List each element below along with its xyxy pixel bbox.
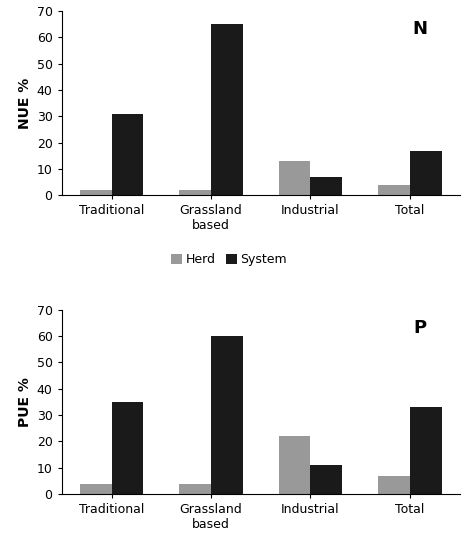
Text: P: P <box>413 319 427 337</box>
Bar <box>279 161 310 195</box>
Bar <box>378 475 410 494</box>
Bar <box>279 436 310 494</box>
Y-axis label: PUE %: PUE % <box>18 377 32 427</box>
Y-axis label: NUE %: NUE % <box>18 77 32 129</box>
Bar <box>211 336 243 494</box>
Bar <box>310 465 342 494</box>
Bar <box>310 177 342 195</box>
Bar <box>80 190 111 195</box>
Legend: Herd, System: Herd, System <box>171 253 287 266</box>
Bar <box>80 484 111 494</box>
Bar <box>111 114 143 195</box>
Bar <box>378 185 410 195</box>
Bar <box>111 402 143 494</box>
Bar <box>179 190 211 195</box>
Bar <box>211 24 243 195</box>
Bar <box>410 150 442 195</box>
Text: N: N <box>412 20 428 38</box>
Bar <box>410 407 442 494</box>
Bar <box>179 484 211 494</box>
